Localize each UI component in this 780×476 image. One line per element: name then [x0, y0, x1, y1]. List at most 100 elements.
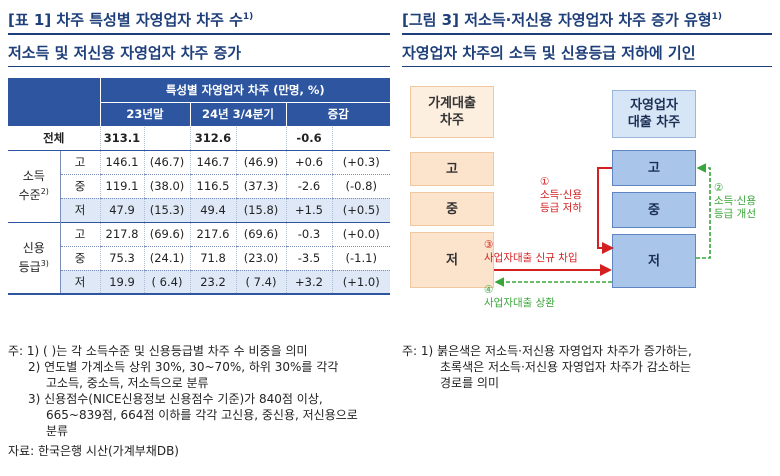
cell: (69.6): [235, 222, 286, 247]
figure-tag: [그림 3]: [402, 11, 459, 29]
cell: -2.6: [285, 174, 332, 199]
row-label: 고: [60, 150, 100, 175]
cell: 23.2: [189, 270, 236, 295]
table-row: 저 47.9 (15.3) 49.4 (15.8) +1.5 (+0.5): [8, 198, 390, 223]
cell: +3.2: [285, 270, 332, 295]
selfemployed-high-box: 고: [612, 150, 696, 186]
note-line: 주: 1) ( )는 각 소득수준 및 신용등급별 차주 수 비중을 의미: [8, 344, 308, 358]
note-line: 고소득, 중소득, 저소득으로 분류: [46, 376, 209, 390]
table-row: 저 19.9 ( 6.4) 23.2 ( 7.4) +3.2 (+1.0): [8, 270, 390, 295]
cell: 146.7: [189, 150, 236, 175]
total-change: -0.6: [285, 126, 332, 151]
cell: 71.8: [189, 246, 236, 271]
right-subtitle-rule: [402, 66, 772, 67]
cell: (46.7): [143, 150, 190, 175]
table-tag: [표 1]: [8, 11, 52, 29]
arrow-credit-improve: [696, 163, 711, 259]
household-mid-box: 중: [410, 192, 494, 226]
cell: (+1.0): [331, 270, 390, 295]
cell: 47.9: [99, 198, 144, 223]
total-2024-share: [235, 126, 286, 151]
cell: 146.1: [99, 150, 144, 175]
label-credit-decline: ① 소득·신용 등급 저하: [540, 176, 582, 214]
left-header-rule: [8, 33, 390, 35]
table-row: 신용 등급3) 고 217.8 (69.6) 217.6 (69.6) -0.3…: [8, 222, 390, 295]
group-label-line2: 등급: [18, 259, 41, 274]
selfemployed-borrower-header: 자영업자 대출 차주: [612, 90, 696, 138]
borrower-table: 특성별 자영업자 차주 (만명, %) 23년말 24년 3/4분기 증감 전체…: [8, 78, 390, 295]
total-2024: 312.6: [189, 126, 236, 151]
cell: (15.3): [143, 198, 190, 223]
label-repayment: ④ 사업자대출 상환: [484, 284, 555, 309]
table-row-total: 전체 313.1 312.6 -0.6: [8, 126, 390, 151]
total-2023: 313.1: [99, 126, 144, 151]
left-subtitle-rule: [8, 66, 390, 67]
cell: (+0.0): [331, 222, 390, 247]
table-notes: 주: 1) ( )는 각 소득수준 및 신용등급별 차주 수 비중을 의미 2)…: [8, 343, 358, 459]
row-label: 고: [60, 222, 100, 247]
note-line: 2) 연도별 가계소득 상위 30%, 30~70%, 하위 30%를 각각: [28, 360, 339, 374]
figure-title: 저소득·저신용 자영업자 차주 증가 유형: [464, 11, 712, 29]
table-subtitle: 저소득 및 저신용 자영업자 차주 증가: [8, 44, 242, 62]
cell: (+0.3): [331, 150, 390, 175]
cell: (-0.8): [331, 174, 390, 199]
cell: 116.5: [189, 174, 236, 199]
head-main: 특성별 자영업자 차주 (만명, %): [99, 78, 390, 103]
group-label-sup: 3): [40, 258, 49, 268]
household-low-box: 저: [410, 232, 494, 288]
group-label-line2: 수준: [18, 188, 41, 202]
row-label: 저: [60, 270, 100, 295]
cell: +0.6: [285, 150, 332, 175]
label-new-borrowing: ③ 사업자대출 신규 차입: [484, 239, 578, 264]
note-line: 초록색은 저소득·저신용 자영업자 차주가 감소하는: [440, 360, 691, 374]
row-label: 중: [60, 246, 100, 271]
household-high-box: 고: [410, 152, 494, 186]
cell: (-1.1): [331, 246, 390, 271]
cell: -3.5: [285, 246, 332, 271]
table-head-row-1: 특성별 자영업자 차주 (만명, %): [8, 78, 390, 127]
cell: (23.0): [235, 246, 286, 271]
selfemployed-low-box: 저: [612, 234, 696, 288]
group-label-credit: 신용 등급3): [8, 222, 61, 295]
total-2023-share: [143, 126, 190, 151]
cell: 49.4: [189, 198, 236, 223]
cell: (38.0): [143, 174, 190, 199]
head-col-2023: 23년말: [99, 102, 190, 127]
group-label-line1: 소득: [22, 169, 45, 183]
cell: (15.8): [235, 198, 286, 223]
household-borrower-header: 가계대출 차주: [410, 86, 494, 138]
figure-header: [그림 3] 저소득·저신용 자영업자 차주 증가 유형1): [402, 9, 722, 30]
cell: (37.3): [235, 174, 286, 199]
cell: (24.1): [143, 246, 190, 271]
table-row: 중 75.3 (24.1) 71.8 (23.0) -3.5 (-1.1): [8, 246, 390, 271]
note-line: 665~839점, 664점 이하를 각각 고신용, 중신용, 저신용으로: [46, 408, 358, 422]
cell: +1.5: [285, 198, 332, 223]
label-credit-improve: ② 소득·신용 등급 개선: [714, 182, 756, 220]
row-label: 저: [60, 198, 100, 223]
head-col-change: 증감: [285, 102, 390, 127]
source-line: 자료: 한국은행 시산(가계부채DB): [8, 444, 179, 458]
selfemployed-mid-box: 중: [612, 192, 696, 228]
table-head-row-2: 23년말 24년 3/4분기 증감: [8, 102, 390, 127]
row-label: 중: [60, 174, 100, 199]
cell: (46.9): [235, 150, 286, 175]
group-label-sup: 2): [40, 187, 49, 196]
cell: (+0.5): [331, 198, 390, 223]
group-label-line1: 신용: [22, 240, 45, 255]
cell: 75.3: [99, 246, 144, 271]
cell: 19.9: [99, 270, 144, 295]
note-line: 3) 신용점수(NICE신용정보 신용점수 기준)가 840점 이상,: [28, 392, 323, 406]
group-label-income: 소득 수준2): [8, 150, 61, 223]
total-label: 전체: [8, 126, 100, 151]
right-header-rule: [402, 33, 772, 35]
figure-subtitle: 자영업자 차주의 소득 및 신용등급 저하에 기인: [402, 44, 696, 62]
table-row: 소득 수준2) 고 146.1 (46.7) 146.7 (46.9) +0.6…: [8, 150, 390, 223]
total-change-share: [331, 126, 390, 151]
head-col-2024q3: 24년 3/4분기: [189, 102, 286, 127]
head-blank: [8, 78, 100, 127]
figure-title-footnote: 1): [711, 12, 722, 22]
table-title-footnote: 1): [242, 12, 254, 22]
arrow-credit-decline: [597, 167, 614, 254]
cell: ( 7.4): [235, 270, 286, 295]
